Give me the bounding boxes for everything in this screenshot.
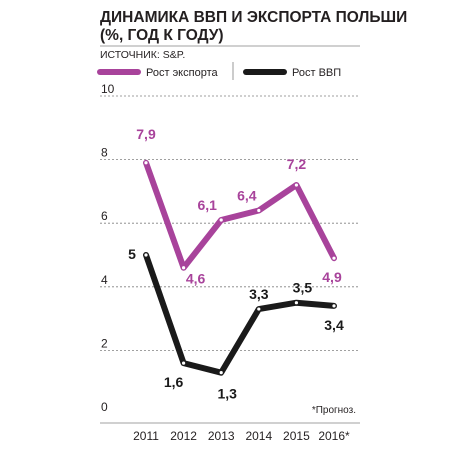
x-tick-label: 2012: [170, 429, 197, 443]
series-layer: [143, 159, 337, 376]
x-tick-label: 2015: [283, 429, 310, 443]
y-tick-label: 4: [101, 273, 108, 287]
x-tick-label: 2013: [208, 429, 235, 443]
data-label-gdp: 1,6: [164, 374, 184, 390]
source-label: ИСТОЧНИК: S&P.: [100, 49, 185, 61]
x-tick-label: 2014: [245, 429, 272, 443]
y-tick-label: 8: [101, 146, 108, 160]
data-label-gdp: 1,3: [217, 386, 237, 402]
series-line-gdp: [143, 252, 337, 376]
forecast-note: *Прогноз.: [312, 405, 356, 416]
data-point-export: [332, 256, 336, 260]
data-label-gdp: 3,3: [249, 286, 269, 302]
data-point-gdp: [144, 253, 148, 257]
data-point-gdp: [257, 307, 261, 311]
legend-label-gdp: Рост ВВП: [292, 67, 341, 79]
chart-title-line2: (%, ГОД К ГОДУ): [100, 27, 224, 44]
y-tick-label: 0: [101, 400, 108, 414]
y-tick-label: 6: [101, 209, 108, 223]
data-label-export: 4,6: [186, 271, 206, 287]
data-point-gdp: [182, 361, 186, 365]
data-label-export: 4,9: [322, 269, 342, 285]
data-point-export: [294, 183, 298, 187]
legend: Рост экспорта Рост ВВП: [97, 62, 341, 80]
data-point-gdp: [294, 301, 298, 305]
series-line-export: [143, 159, 337, 271]
data-label-export: 7,9: [136, 126, 156, 142]
chart-title-line1: ДИНАМИКА ВВП И ЭКСПОРТА ПОЛЬШИ: [100, 9, 407, 26]
data-label-gdp: 3,4: [324, 317, 344, 333]
data-label-export: 7,2: [287, 156, 307, 172]
x-tick-label: 2011: [133, 429, 159, 443]
data-point-gdp: [332, 304, 336, 308]
data-label-gdp: 3,5: [293, 280, 313, 296]
data-point-gdp: [219, 371, 223, 375]
data-label-export: 6,1: [197, 197, 217, 213]
data-label-gdp: 5: [128, 246, 136, 262]
data-point-export: [219, 218, 223, 222]
x-tick-label: 2016*: [318, 429, 350, 443]
data-label-export: 6,4: [237, 187, 257, 203]
data-point-export: [144, 161, 148, 165]
data-point-export: [257, 208, 261, 213]
grid: 0 2 4 6 8 10: [100, 82, 360, 414]
y-tick-label: 10: [101, 82, 115, 96]
legend-label-export: Рост экспорта: [146, 67, 218, 79]
data-labels: 7,9 4,6 6,1 6,4 7,2 4,9 5 1,6 1,3 3,3 3,5 3,4: [128, 126, 344, 402]
x-axis-ticks: 2011 2012 2013 2014 2015 2016*: [133, 429, 350, 443]
y-tick-label: 2: [101, 336, 108, 350]
data-point-export: [182, 266, 186, 270]
